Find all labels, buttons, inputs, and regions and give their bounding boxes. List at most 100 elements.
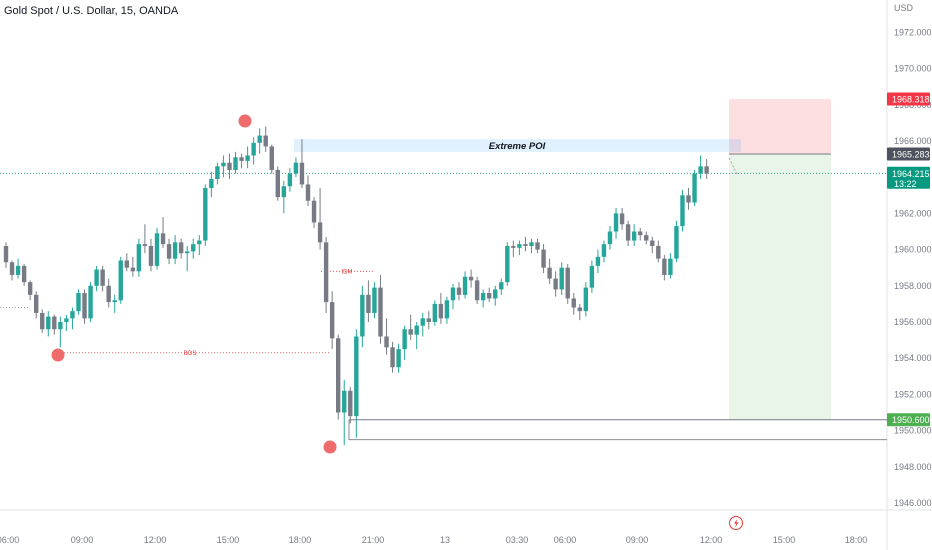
- candle[interactable]: [245, 146, 250, 169]
- candle[interactable]: [559, 262, 564, 295]
- candle[interactable]: [52, 314, 57, 335]
- candle[interactable]: [15, 258, 21, 279]
- candle[interactable]: [511, 240, 516, 257]
- candle[interactable]: [166, 238, 172, 265]
- candle[interactable]: [130, 256, 136, 277]
- candle[interactable]: [348, 387, 353, 424]
- candle[interactable]: [631, 224, 637, 246]
- candle[interactable]: [148, 238, 154, 272]
- candle[interactable]: [402, 325, 407, 361]
- candles[interactable]: [3, 126, 709, 446]
- candle[interactable]: [329, 291, 335, 350]
- candle[interactable]: [529, 238, 534, 254]
- candle[interactable]: [656, 240, 661, 263]
- candle[interactable]: [311, 197, 317, 228]
- candle[interactable]: [293, 157, 299, 178]
- candle[interactable]: [474, 276, 480, 304]
- candle[interactable]: [577, 303, 582, 321]
- candle[interactable]: [82, 289, 87, 324]
- candle[interactable]: [9, 260, 15, 281]
- candle[interactable]: [215, 162, 220, 185]
- candle[interactable]: [607, 226, 613, 250]
- candle[interactable]: [505, 242, 510, 286]
- candle[interactable]: [444, 296, 450, 324]
- candle[interactable]: [698, 155, 703, 180]
- candle[interactable]: [178, 238, 184, 259]
- candle[interactable]: [46, 311, 51, 337]
- candle[interactable]: [366, 280, 371, 322]
- candle[interactable]: [191, 238, 196, 259]
- candle[interactable]: [662, 255, 667, 281]
- candle[interactable]: [390, 341, 395, 373]
- candle[interactable]: [269, 144, 274, 174]
- candle[interactable]: [480, 289, 486, 308]
- candle[interactable]: [197, 235, 202, 256]
- candle[interactable]: [118, 256, 123, 304]
- candle[interactable]: [239, 153, 244, 169]
- candle[interactable]: [517, 240, 522, 256]
- candle[interactable]: [112, 294, 117, 313]
- candle[interactable]: [450, 283, 456, 310]
- candle[interactable]: [468, 269, 474, 288]
- candle[interactable]: [414, 322, 419, 350]
- candle[interactable]: [185, 245, 190, 272]
- candle[interactable]: [426, 311, 431, 330]
- candle[interactable]: [227, 153, 232, 180]
- candle[interactable]: [221, 155, 226, 178]
- candle[interactable]: [203, 184, 208, 246]
- candle[interactable]: [172, 235, 178, 265]
- candle[interactable]: [21, 264, 27, 286]
- candle[interactable]: [595, 249, 601, 274]
- candle[interactable]: [275, 166, 280, 201]
- candle[interactable]: [354, 329, 359, 438]
- candle[interactable]: [625, 220, 631, 246]
- candle[interactable]: [64, 314, 69, 332]
- candle[interactable]: [523, 236, 528, 252]
- flash-icon[interactable]: [729, 516, 743, 530]
- candle[interactable]: [541, 244, 546, 274]
- candle[interactable]: [535, 238, 540, 254]
- candle[interactable]: [638, 227, 643, 241]
- candle[interactable]: [704, 159, 709, 180]
- candle[interactable]: [342, 379, 347, 446]
- candle[interactable]: [299, 139, 305, 189]
- candle[interactable]: [58, 316, 63, 348]
- candle[interactable]: [360, 285, 365, 348]
- candle[interactable]: [40, 309, 45, 333]
- candle[interactable]: [233, 151, 238, 174]
- candle[interactable]: [499, 278, 504, 295]
- candle[interactable]: [142, 224, 148, 254]
- candle[interactable]: [384, 318, 389, 355]
- candle[interactable]: [686, 188, 691, 210]
- candle[interactable]: [613, 207, 619, 239]
- candle[interactable]: [378, 274, 383, 344]
- candle[interactable]: [583, 282, 589, 317]
- candle[interactable]: [323, 236, 329, 313]
- candle[interactable]: [547, 258, 552, 284]
- price-axis[interactable]: 1972.0001970.0001968.0001966.0001962.000…: [894, 27, 932, 508]
- candle[interactable]: [619, 207, 625, 230]
- candle[interactable]: [160, 217, 166, 248]
- candle[interactable]: [3, 242, 9, 268]
- candle[interactable]: [420, 312, 425, 337]
- candle[interactable]: [136, 238, 142, 277]
- candle[interactable]: [650, 236, 655, 254]
- candle[interactable]: [76, 289, 81, 315]
- candle[interactable]: [336, 334, 341, 420]
- candle[interactable]: [281, 180, 287, 214]
- candle[interactable]: [209, 171, 214, 198]
- candle[interactable]: [27, 280, 33, 301]
- candle[interactable]: [493, 285, 498, 306]
- candle[interactable]: [34, 291, 39, 319]
- candle[interactable]: [601, 240, 607, 263]
- candle[interactable]: [124, 253, 129, 272]
- candle[interactable]: [571, 293, 576, 315]
- candle[interactable]: [257, 128, 262, 154]
- candle[interactable]: [305, 175, 311, 207]
- candle[interactable]: [680, 189, 685, 232]
- candle[interactable]: [100, 265, 105, 292]
- candle[interactable]: [553, 271, 558, 297]
- candle[interactable]: [317, 188, 323, 250]
- candle[interactable]: [70, 307, 75, 330]
